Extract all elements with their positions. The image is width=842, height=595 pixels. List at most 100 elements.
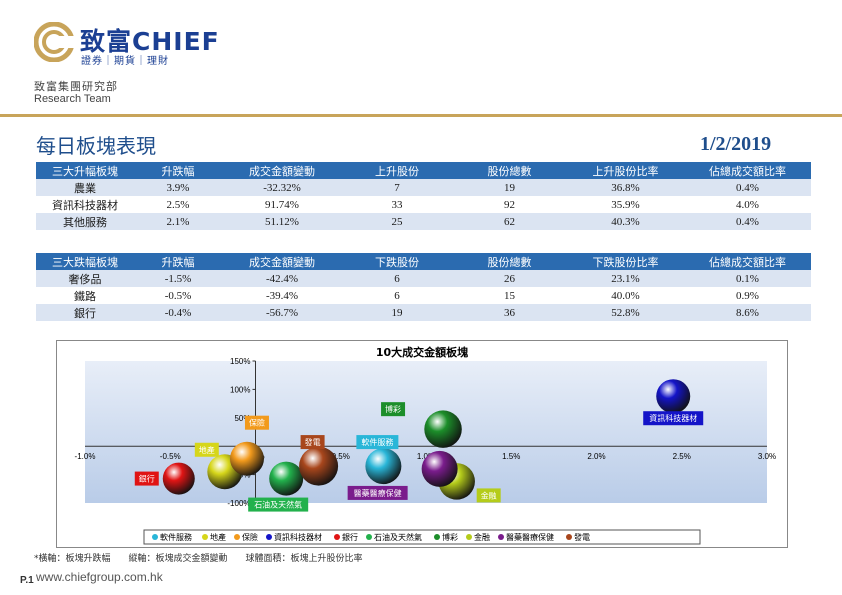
table-row: 銀行 -0.4% -56.7% 19 36 52.8% 8.6%: [36, 304, 811, 321]
legend-label: 銀行: [342, 532, 358, 542]
bubble-label: 金融: [481, 490, 497, 500]
bubble-9: [299, 446, 339, 486]
column-header: 升跌幅: [134, 162, 222, 179]
table-row: 鐵路 -0.5% -39.4% 6 15 40.0% 0.9%: [36, 287, 811, 304]
bubble-label: 博彩: [385, 404, 401, 414]
legend-label: 石油及天然氣: [374, 532, 422, 542]
bubble-label-box: [347, 485, 408, 500]
table-cell: 7: [342, 179, 452, 196]
header-divider: [0, 114, 842, 117]
table-cell: 2.1%: [134, 213, 222, 230]
table-cell: 26: [452, 270, 567, 287]
bubble-0: [365, 448, 402, 485]
top-gainers-table: 三大升幅板塊 升跌幅 成交金額變動 上升股份 股份總數 上升股份比率 佔總成交額比率 農業 3…: [36, 162, 811, 230]
bubble-label-box: [194, 442, 219, 457]
bubble-label-box: [244, 415, 269, 430]
legend-marker: [466, 534, 472, 540]
legend-label: 軟件服務: [160, 532, 192, 542]
x-tick-label: 0.5%: [332, 452, 350, 461]
table-cell: -56.7%: [222, 304, 342, 321]
bubble-label-box: [381, 402, 406, 417]
table-cell: 19: [452, 179, 567, 196]
chart-title: 10大成交金額板塊: [376, 345, 468, 359]
column-header: 下跌股份比率: [567, 253, 684, 270]
table-row: 資訊科技器材 2.5% 91.74% 33 92 35.9% 4.0%: [36, 196, 811, 213]
x-tick-label: 1.0%: [417, 452, 435, 461]
table-cell: 15: [452, 287, 567, 304]
table-cell: 52.8%: [567, 304, 684, 321]
bubble-label-box: [356, 435, 399, 450]
table-cell: 40.0%: [567, 287, 684, 304]
column-header: 升跌幅: [134, 253, 222, 270]
legend-label: 地產: [210, 532, 226, 542]
page-title: 每日板塊表現: [36, 134, 156, 158]
x-tick-label: 2.5%: [673, 452, 691, 461]
table-cell: 51.12%: [222, 213, 342, 230]
legend-label: 發電: [574, 533, 590, 542]
table-row: 農業 3.9% -32.32% 7 19 36.8% 0.4%: [36, 179, 811, 196]
sector-name-cell: 銀行: [36, 304, 134, 321]
table-cell: 36: [452, 304, 567, 321]
x-tick-label: -0.5%: [160, 452, 181, 461]
website-link[interactable]: www.chiefgroup.com.hk: [36, 570, 163, 584]
department-chinese: 致富集團研究部: [34, 80, 118, 93]
table-cell: 0.9%: [684, 287, 811, 304]
x-tick-label: -1.0%: [75, 452, 96, 461]
column-header: 上升股份: [342, 162, 452, 179]
table-cell: 8.6%: [684, 304, 811, 321]
bubble-label-box: [248, 497, 309, 512]
department-english: Research Team: [34, 93, 111, 105]
sector-name-cell: 農業: [36, 179, 134, 196]
bubble-label-box: [300, 435, 325, 450]
table-cell: 0.4%: [684, 213, 811, 230]
top-losers-table: 三大跌幅板塊 升跌幅 成交金額變動 下跌股份 股份總數 下跌股份比率 佔總成交額比率 奢侈品…: [36, 253, 811, 321]
sector-name-cell: 奢侈品: [36, 270, 134, 287]
table-cell: 6: [342, 270, 452, 287]
bubble-label: 地產: [199, 445, 215, 455]
column-header: 佔總成交額比率: [684, 253, 811, 270]
bubble-chart: 10大成交金額板塊-1.0%-0.5%0.0%0.5%1.0%1.5%2.0%2…: [75, 345, 776, 545]
table-cell: 19: [342, 304, 452, 321]
legend-marker: [334, 534, 340, 540]
y-tick-label: 100%: [230, 385, 250, 394]
column-header: 三大跌幅板塊: [36, 253, 134, 270]
table-cell: -0.5%: [134, 287, 222, 304]
table-cell: -39.4%: [222, 287, 342, 304]
sector-name-cell: 鐵路: [36, 287, 134, 304]
bubble-label: 發電: [305, 438, 321, 447]
legend-marker: [266, 534, 272, 540]
legend-label: 資訊科技器材: [274, 532, 322, 542]
table-row: 其他服務 2.1% 51.12% 25 62 40.3% 0.4%: [36, 213, 811, 230]
legend-marker: [498, 534, 504, 540]
bubble-label-box: [134, 471, 159, 486]
legend-marker: [366, 534, 372, 540]
brand-logo-text: 致富CHIEF: [80, 27, 220, 56]
sector-name-cell: 資訊科技器材: [36, 196, 134, 213]
legend-label: 博彩: [442, 532, 458, 542]
legend-label: 醫藥醫療保健: [506, 532, 554, 542]
table-cell: 35.9%: [567, 196, 684, 213]
table-cell: 0.4%: [684, 179, 811, 196]
bubble-label-box: [643, 411, 704, 426]
table-cell: 40.3%: [567, 213, 684, 230]
column-header: 成交金額變動: [222, 162, 342, 179]
legend-marker: [434, 534, 440, 540]
page-number: P.1: [20, 575, 34, 586]
chief-logo-icon: [34, 22, 74, 62]
table-cell: 91.74%: [222, 196, 342, 213]
chart-footnote: *橫軸：板塊升跌幅 縱軸：板塊成交金額變動 球體面積：板塊上升股份比率: [34, 554, 363, 564]
table-row: 奢侈品 -1.5% -42.4% 6 26 23.1% 0.1%: [36, 270, 811, 287]
table-header-row: 三大跌幅板塊 升跌幅 成交金額變動 下跌股份 股份總數 下跌股份比率 佔總成交額比率: [36, 253, 811, 270]
table-cell: 23.1%: [567, 270, 684, 287]
bubble-label: 保險: [249, 418, 265, 428]
bubble-6: [424, 410, 462, 448]
table-cell: 62: [452, 213, 567, 230]
table-cell: -42.4%: [222, 270, 342, 287]
x-tick-label: 3.0%: [758, 452, 776, 461]
table-cell: 4.0%: [684, 196, 811, 213]
column-header: 下跌股份: [342, 253, 452, 270]
y-tick-label: 150%: [230, 357, 250, 366]
table-cell: 33: [342, 196, 452, 213]
table-cell: 25: [342, 213, 452, 230]
column-header: 股份總數: [452, 162, 567, 179]
